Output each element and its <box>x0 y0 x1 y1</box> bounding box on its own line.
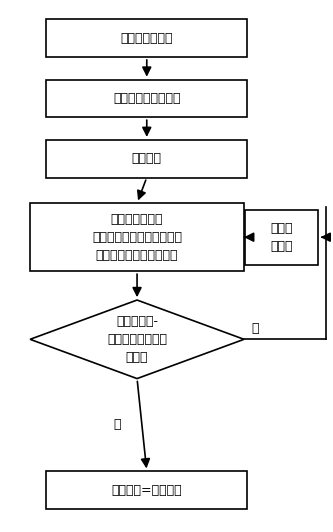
FancyBboxPatch shape <box>46 19 247 57</box>
Text: 否: 否 <box>252 322 259 335</box>
Polygon shape <box>30 300 244 379</box>
FancyBboxPatch shape <box>30 203 244 271</box>
FancyBboxPatch shape <box>46 471 247 509</box>
Text: 是: 是 <box>114 419 121 431</box>
Text: 实际索力=预测索力: 实际索力=预测索力 <box>112 484 182 497</box>
Text: 测得振动的实测频率: 测得振动的实测频率 <box>113 92 180 105</box>
Text: 预估索力: 预估索力 <box>132 152 162 165</box>
FancyBboxPatch shape <box>46 140 247 178</box>
Text: 有限差分法求解
考虑弯曲尺度的斜拉索面内
运动方程，得到计算频率: 有限差分法求解 考虑弯曲尺度的斜拉索面内 运动方程，得到计算频率 <box>92 213 182 262</box>
FancyBboxPatch shape <box>245 210 318 265</box>
FancyBboxPatch shape <box>46 80 247 117</box>
Text: 加速度测量结果: 加速度测量结果 <box>121 32 173 45</box>
Text: 调整预
估索力: 调整预 估索力 <box>270 222 292 253</box>
Text: （计算频率-
实测频率）＜允许
误差？: （计算频率- 实测频率）＜允许 误差？ <box>107 315 167 364</box>
